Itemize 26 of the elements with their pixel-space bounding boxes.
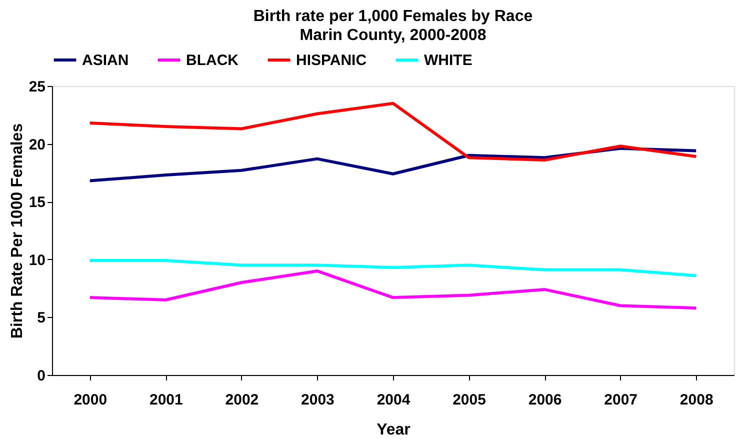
line-series xyxy=(88,269,698,310)
y-tick-label: 25 xyxy=(28,78,46,96)
y-axis-title: Birth Rate Per 1000 Females xyxy=(8,123,26,339)
legend-label: ASIAN xyxy=(82,52,129,69)
y-tick-label: 0 xyxy=(37,368,46,384)
x-tick-label: 2002 xyxy=(225,392,259,408)
x-tick-label: 2008 xyxy=(680,392,714,408)
legend-label: BLACK xyxy=(186,52,239,69)
x-tick-label: 2007 xyxy=(604,392,638,408)
chart-subtitle: Marin County, 2000-2008 xyxy=(300,27,486,44)
x-axis-title: Year xyxy=(376,422,410,438)
y-tick-label: 5 xyxy=(37,310,46,327)
x-tick-label: 2001 xyxy=(149,392,183,408)
x-tick-label: 2000 xyxy=(74,392,108,408)
y-tick-label: 15 xyxy=(28,194,46,212)
x-tick-label: 2006 xyxy=(528,392,562,408)
x-tick-label: 2003 xyxy=(301,392,334,408)
legend-label: HISPANIC xyxy=(296,52,367,69)
line-series xyxy=(88,102,698,162)
y-tick-label: 10 xyxy=(28,252,46,269)
x-tick-label: 2005 xyxy=(452,392,486,408)
chart-title: Birth rate per 1,000 Females by Race xyxy=(253,8,533,25)
line-series xyxy=(88,259,698,278)
x-tick-label: 2004 xyxy=(376,392,411,408)
legend-label: WHITE xyxy=(424,52,472,69)
y-tick-label: 20 xyxy=(28,136,46,154)
